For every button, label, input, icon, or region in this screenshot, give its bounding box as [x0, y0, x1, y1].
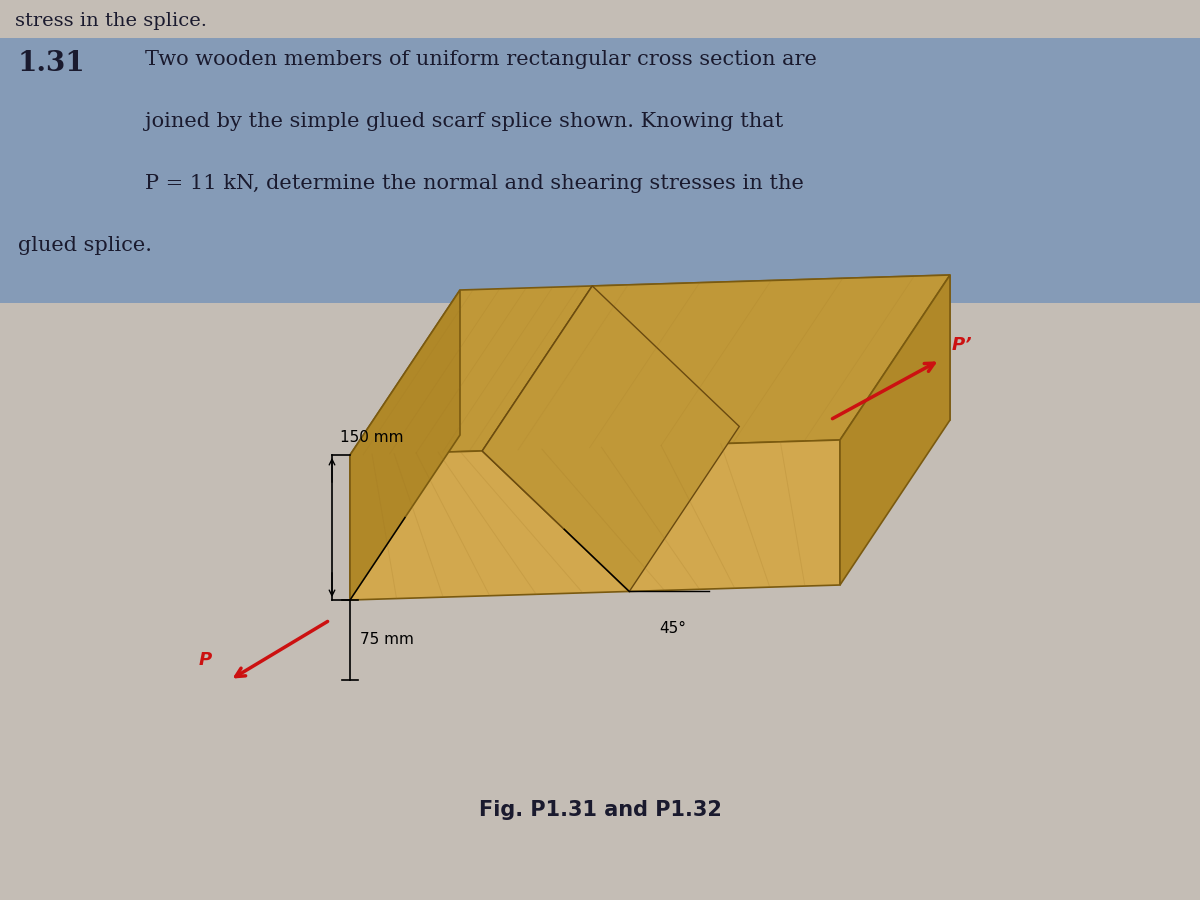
Polygon shape	[350, 451, 629, 600]
Polygon shape	[739, 420, 950, 427]
Text: joined by the simple glued scarf splice shown. Knowing that: joined by the simple glued scarf splice …	[145, 112, 784, 131]
Polygon shape	[482, 275, 950, 451]
Text: P = 11 kN, determine the normal and shearing stresses in the: P = 11 kN, determine the normal and shea…	[145, 174, 804, 193]
Text: stress in the splice.: stress in the splice.	[14, 12, 208, 30]
Polygon shape	[840, 275, 950, 585]
Text: Two wooden members of uniform rectangular cross section are: Two wooden members of uniform rectangula…	[145, 50, 817, 69]
Text: Fig. P1.31 and P1.32: Fig. P1.31 and P1.32	[479, 800, 721, 820]
Polygon shape	[482, 286, 739, 591]
Text: P: P	[198, 651, 211, 669]
Text: P’: P’	[952, 336, 973, 354]
Polygon shape	[350, 286, 593, 455]
Polygon shape	[482, 440, 840, 591]
Polygon shape	[350, 290, 460, 600]
Text: 150 mm: 150 mm	[340, 430, 403, 445]
Polygon shape	[593, 275, 950, 427]
Text: glued splice.: glued splice.	[18, 236, 152, 255]
Text: 75 mm: 75 mm	[360, 633, 414, 647]
Text: 45°: 45°	[659, 622, 686, 636]
Text: 1.31: 1.31	[18, 50, 85, 77]
Bar	[0, 38, 1200, 303]
